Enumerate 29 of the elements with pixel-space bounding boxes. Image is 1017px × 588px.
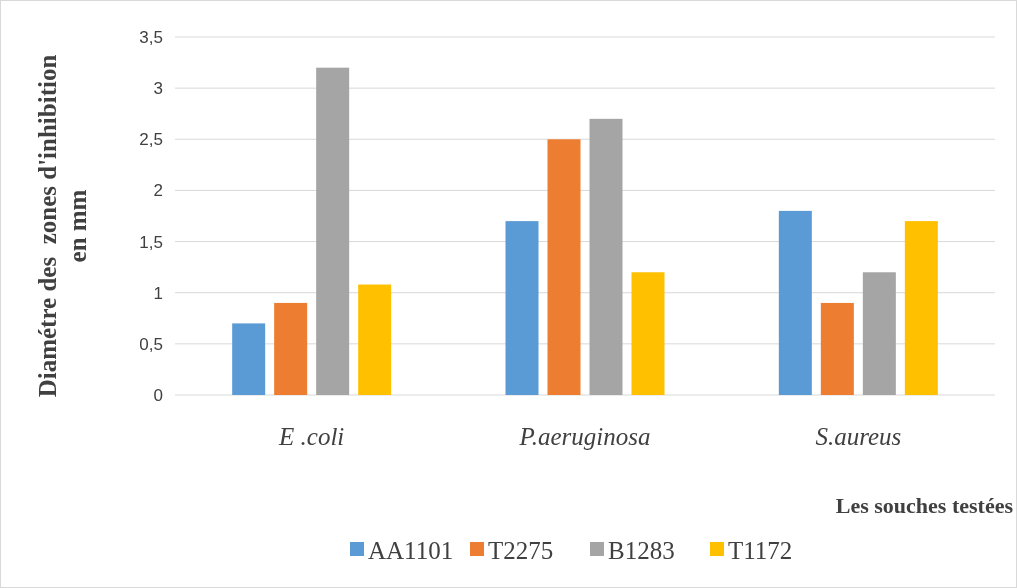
- x-tick-label: P.aeruginosa: [518, 423, 651, 450]
- bar: [862, 272, 896, 395]
- bar: [778, 210, 812, 395]
- y-tick-label: 3,5: [139, 27, 163, 47]
- bar: [316, 67, 350, 395]
- bar: [358, 284, 392, 395]
- y-tick-label: 1,5: [139, 232, 163, 252]
- x-tick-label: S.aureus: [815, 423, 902, 450]
- legend-label: T2275: [488, 536, 554, 564]
- bar: [904, 221, 938, 395]
- bar: [820, 302, 854, 395]
- bar: [232, 323, 266, 395]
- y-tick-label: 0,5: [139, 334, 163, 354]
- bar: [631, 272, 665, 395]
- y-axis-title: Diamétre des zones d'inhibition en mm: [34, 54, 91, 398]
- bar: [547, 139, 581, 395]
- bar: [505, 221, 539, 395]
- legend-label: B1283: [608, 536, 675, 564]
- legend-label: AA1101: [368, 536, 454, 564]
- x-axis-title: Les souches testées: [835, 493, 1014, 518]
- y-tick-label: 0: [153, 385, 163, 405]
- y-tick-label: 3: [153, 79, 163, 99]
- legend-label: T1172: [728, 536, 793, 564]
- y-tick-label: 2,5: [139, 130, 163, 150]
- bar: [589, 118, 623, 395]
- y-tick-label: 1: [153, 283, 163, 303]
- bar: [274, 302, 308, 395]
- x-tick-label: E .coli: [278, 423, 345, 450]
- y-tick-label: 2: [153, 181, 163, 201]
